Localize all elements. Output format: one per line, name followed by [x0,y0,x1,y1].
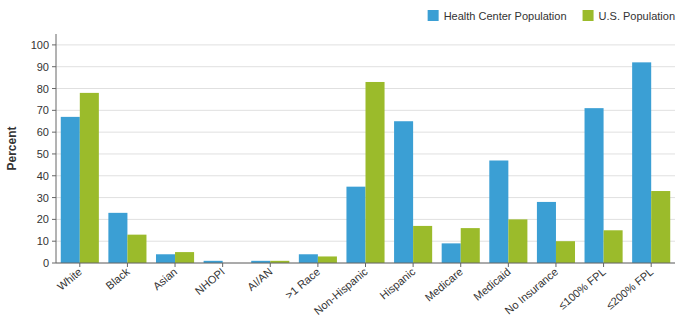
legend-label: Health Center Population [444,10,567,22]
legend-swatch [428,10,439,21]
legend: Health Center Population U.S. Population [428,10,675,22]
bar [394,121,413,263]
bar [632,62,651,263]
x-tick-label: >1 Race [283,265,322,301]
y-tick [52,263,56,264]
x-tick [270,263,271,267]
y-tick-label: 40 [37,170,49,182]
x-tick [508,263,509,267]
y-axis-line [56,34,57,263]
y-tick-label: 30 [37,192,49,204]
x-tick [603,263,604,267]
grid-line [56,44,675,45]
y-axis: 0 10 20 30 40 50 60 70 80 90 100 [31,34,56,269]
bar [651,191,670,263]
y-tick-label: 80 [37,83,49,95]
legend-swatch [583,10,594,21]
y-tick [52,44,56,45]
chart-svg: 0 10 20 30 40 50 60 70 80 90 100 Percent White Black A… [0,0,690,335]
y-tick-label: 50 [37,148,49,160]
bar [127,235,146,263]
grid-line [56,66,675,67]
x-tick-label: White [55,265,84,292]
x-tick [175,263,176,267]
y-tick-label: 70 [37,104,49,116]
bar [461,228,480,263]
y-tick [52,153,56,154]
bar [585,108,604,263]
x-tick-label: NHOPI [193,265,227,297]
y-tick-label: 20 [37,213,49,225]
bar [556,241,575,263]
x-tick [365,263,366,267]
bar [156,254,175,263]
y-tick-label: 60 [37,126,49,138]
x-tick-label: Non-Hispanic [311,265,370,317]
bar [537,202,556,263]
bar [346,187,365,263]
y-tick [52,110,56,111]
bar [299,254,318,263]
y-tick-label: 0 [43,257,49,269]
x-tick [317,263,318,267]
x-tick [222,263,223,267]
x-tick-label: Hispanic [377,265,417,302]
y-axis-label: Percent [5,126,19,170]
bar [80,93,99,263]
grid [56,45,675,263]
bar [366,82,385,263]
y-tick [52,88,56,89]
x-tick [651,263,652,267]
bar [61,117,80,263]
bar [604,230,623,263]
x-axis: White Black Asian NHOPI AI/AN >1 RaceNon-Hisp… [55,263,675,317]
x-tick [79,263,80,267]
bar [413,226,432,263]
x-tick-label: Asian [151,265,180,292]
legend-label: U.S. Population [599,10,675,22]
x-tick [555,263,556,267]
bar [318,256,337,263]
y-tick [52,241,56,242]
y-tick-label: 10 [37,235,49,247]
x-tick-label: ≤200% FPL [604,265,656,311]
y-tick [52,197,56,198]
bar [108,213,127,263]
x-tick-label: Medicaid [471,265,512,302]
x-tick-label: Black [103,265,132,292]
x-tick-label: No Insurance [502,265,560,316]
bar [489,160,508,263]
bar [508,219,527,263]
bar [442,243,461,263]
y-tick-label: 100 [31,39,49,51]
y-tick [52,219,56,220]
y-tick [52,175,56,176]
x-tick [413,263,414,267]
x-tick-label: AI/AN [245,265,275,293]
chart-container: 0 10 20 30 40 50 60 70 80 90 100 Percent White Black A… [0,0,690,335]
x-tick [460,263,461,267]
bar [175,252,194,263]
bars [61,62,670,263]
y-tick [52,132,56,133]
x-tick [127,263,128,267]
y-tick-label: 90 [37,61,49,73]
x-tick-label: Medicare [423,265,465,303]
x-tick-label: ≤100% FPL [556,265,608,311]
y-tick [52,66,56,67]
